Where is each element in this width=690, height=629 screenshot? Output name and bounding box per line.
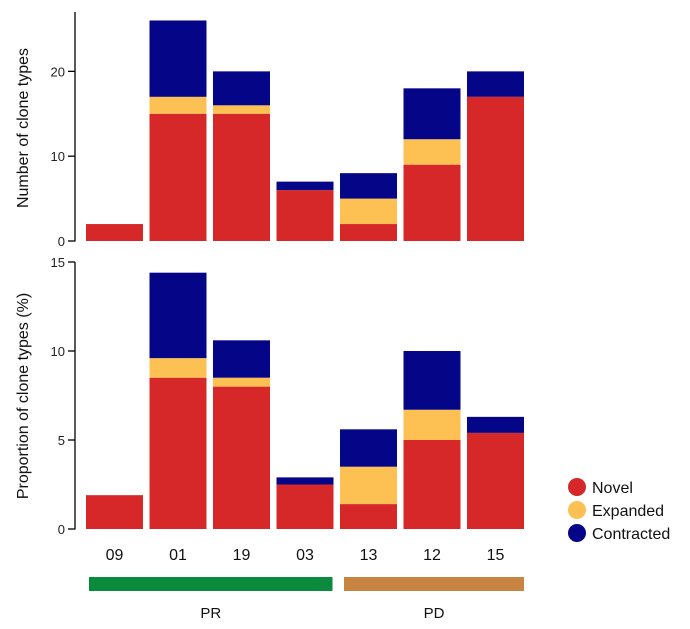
bottom-bar-13-contracted (340, 429, 397, 467)
top-bar-09-novel (86, 224, 143, 241)
legend-marker-novel (568, 478, 586, 496)
bottom-bar-15-novel (467, 432, 524, 529)
bottom-bar-19-expanded (213, 377, 270, 387)
top-bar-15-contracted (467, 71, 524, 97)
top-bar-01-novel (149, 113, 207, 241)
bottom-ytick-label: 0 (58, 522, 65, 537)
bottom-bar-13-expanded (340, 466, 397, 505)
group-bar-pd (344, 577, 524, 591)
group-label-pd: PD (424, 605, 445, 622)
bottom-ytick-label: 5 (58, 433, 65, 448)
category-label-01: 01 (169, 547, 187, 564)
bottom-panel: Proportion of clone types (%) 0 5 10 15 (15, 255, 524, 537)
category-label-12: 12 (423, 547, 441, 564)
bottom-bar-01-contracted (149, 272, 207, 359)
bottom-ylabel: Proportion of clone types (%) (15, 293, 32, 499)
bottom-bar-15-contracted (467, 416, 524, 433)
category-label-19: 19 (233, 547, 251, 564)
top-bar-13-contracted (340, 173, 397, 199)
top-bar-12-novel (403, 164, 461, 241)
bottom-ytick-label: 15 (51, 255, 65, 270)
category-label-09: 09 (106, 547, 124, 564)
legend-label-expanded: Expanded (592, 503, 664, 520)
bottom-bar-19-contracted (213, 340, 270, 378)
bottom-bar-12-expanded (403, 409, 461, 440)
top-ylabel: Number of clone types (15, 48, 32, 208)
bottom-bar-03-contracted (276, 477, 334, 485)
bottom-bar-03-novel (276, 484, 334, 529)
category-label-13: 13 (360, 547, 378, 564)
top-bar-12-contracted (403, 88, 461, 140)
group-bar-pr (89, 577, 333, 591)
top-bar-01-expanded (149, 96, 207, 114)
bottom-ytick-label: 10 (51, 344, 65, 359)
top-ytick-label: 10 (51, 149, 65, 164)
bottom-bar-09-novel (86, 495, 143, 529)
top-bar-03-novel (276, 190, 334, 241)
bottom-bar-12-contracted (403, 351, 461, 410)
top-bar-13-expanded (340, 198, 397, 225)
legend-marker-contracted (568, 524, 586, 542)
group-bars: PR PD (89, 577, 524, 622)
bottom-bar-12-novel (403, 440, 461, 529)
top-ytick-label: 20 (51, 64, 65, 79)
bottom-bar-13-novel (340, 504, 397, 529)
top-bar-12-expanded (403, 139, 461, 165)
bottom-bar-01-expanded (149, 358, 207, 378)
bottom-bar-19-novel (213, 386, 270, 529)
legend: Novel Expanded Contracted (568, 478, 670, 543)
top-bar-19-expanded (213, 105, 270, 114)
legend-label-novel: Novel (592, 480, 633, 497)
top-bar-03-contracted (276, 181, 334, 191)
legend-label-contracted: Contracted (592, 526, 670, 543)
top-bar-19-contracted (213, 71, 270, 106)
category-label-03: 03 (296, 547, 314, 564)
bottom-bar-01-novel (149, 377, 207, 529)
top-bar-19-novel (213, 113, 270, 241)
top-ytick-label: 0 (58, 234, 65, 249)
top-bar-13-novel (340, 224, 397, 241)
category-label-15: 15 (487, 547, 505, 564)
top-panel: Number of clone types 0 10 20 (15, 12, 524, 249)
legend-marker-expanded (568, 501, 586, 519)
category-labels: 09 01 19 03 13 12 15 (106, 547, 505, 564)
top-bar-01-contracted (149, 20, 207, 97)
top-bar-15-novel (467, 96, 524, 241)
group-label-pr: PR (200, 605, 221, 622)
